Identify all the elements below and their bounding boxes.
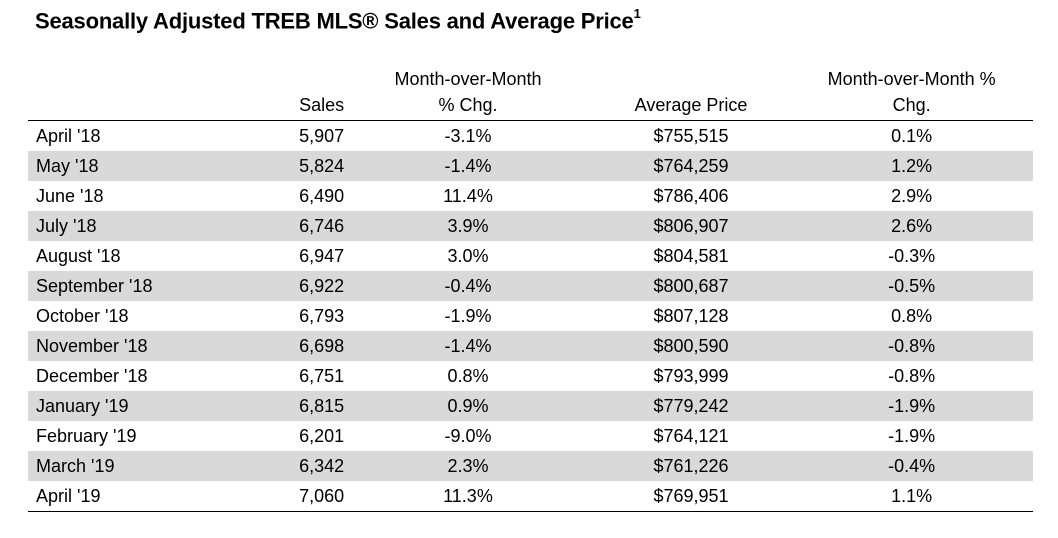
- cell-price-mom: 0.8%: [891, 306, 933, 326]
- cell-month: July '18: [28, 211, 255, 241]
- cell-avg-price: $786,406: [653, 186, 729, 206]
- header-sales-mom-line2: % Chg.: [438, 95, 498, 115]
- cell-avg-price: $764,121: [653, 426, 729, 446]
- sales-price-table: Sales Month-over-Month % Chg. Average Pr…: [28, 66, 1033, 512]
- cell-sales: 6,815: [254, 391, 345, 421]
- cell-month: February '19: [36, 426, 137, 446]
- header-sales-mom-line1: Month-over-Month: [394, 69, 542, 89]
- table-row: January '19 6,815 0.9% $779,242 -1.9%: [28, 391, 1033, 421]
- table-row: October '18 6,793 -1.9% $807,128 0.8%: [28, 301, 1033, 331]
- cell-sales-mom: -1.9%: [444, 306, 492, 326]
- cell-sales: 7,060: [254, 481, 345, 512]
- cell-avg-price: $806,907: [591, 211, 791, 241]
- table-row: September '18 6,922 -0.4% $800,687 -0.5%: [28, 271, 1033, 301]
- cell-avg-price: $764,259: [591, 151, 791, 181]
- cell-sales-mom: 3.0%: [447, 246, 489, 266]
- header-price-mom-line1: Month-over-Month %: [827, 69, 996, 89]
- cell-price-mom: -0.3%: [888, 246, 936, 266]
- cell-price-mom: 0.1%: [891, 126, 933, 146]
- cell-price-mom: 2.9%: [891, 186, 933, 206]
- cell-avg-price: $779,242: [591, 391, 791, 421]
- header-month: [28, 66, 255, 121]
- cell-sales-mom: 0.8%: [447, 366, 489, 386]
- cell-month: March '19: [28, 451, 255, 481]
- table-header: Sales Month-over-Month % Chg. Average Pr…: [28, 66, 1033, 121]
- cell-sales-mom: -1.4%: [344, 331, 592, 361]
- cell-sales-mom: -3.1%: [444, 126, 492, 146]
- cell-avg-price: $800,590: [591, 331, 791, 361]
- cell-month: May '18: [28, 151, 255, 181]
- cell-price-mom: -1.9%: [888, 426, 936, 446]
- table-row: April '19 7,060 11.3% $769,951 1.1%: [28, 481, 1033, 512]
- header-avg-price: Average Price: [591, 66, 791, 121]
- table-row: July '18 6,746 3.9% $806,907 2.6%: [28, 211, 1033, 241]
- cell-sales: 6,698: [254, 331, 345, 361]
- cell-month: April '19: [28, 481, 255, 512]
- cell-sales: 5,907: [299, 126, 345, 146]
- cell-price-mom: -0.8%: [790, 331, 1033, 361]
- cell-price-mom: 1.1%: [790, 481, 1033, 512]
- cell-avg-price: $804,581: [653, 246, 729, 266]
- table-body: April '18 5,907 -3.1% $755,515 0.1% May '18 5,…: [28, 121, 1033, 512]
- cell-avg-price: $755,515: [653, 126, 729, 146]
- cell-month: September '18: [28, 271, 255, 301]
- table-row: March '19 6,342 2.3% $761,226 -0.4%: [28, 451, 1033, 481]
- cell-sales: 6,201: [299, 426, 345, 446]
- title-footnote-marker: 1: [633, 6, 641, 21]
- cell-month: October '18: [36, 306, 129, 326]
- cell-avg-price: $793,999: [653, 366, 729, 386]
- header-sales: Sales: [254, 66, 345, 121]
- cell-price-mom: -1.9%: [790, 391, 1033, 421]
- cell-sales-mom: 3.9%: [344, 211, 592, 241]
- cell-month: April '18: [36, 126, 101, 146]
- table-row: December '18 6,751 0.8% $793,999 -0.8%: [28, 361, 1033, 391]
- cell-avg-price: $800,687: [591, 271, 791, 301]
- table-row: February '19 6,201 -9.0% $764,121 -1.9%: [28, 421, 1033, 451]
- cell-sales-mom: 0.9%: [344, 391, 592, 421]
- header-price-mom: Month-over-Month % Chg.: [790, 66, 1033, 121]
- cell-sales-mom: 11.4%: [443, 186, 493, 206]
- cell-price-mom: -0.8%: [888, 366, 936, 386]
- cell-sales: 6,793: [299, 306, 345, 326]
- cell-sales: 6,490: [299, 186, 345, 206]
- cell-price-mom: 2.6%: [790, 211, 1033, 241]
- cell-avg-price: $769,951: [591, 481, 791, 512]
- cell-sales: 6,947: [299, 246, 345, 266]
- table-row: August '18 6,947 3.0% $804,581 -0.3%: [28, 241, 1033, 271]
- cell-price-mom: -0.5%: [790, 271, 1033, 301]
- cell-sales-mom: -1.4%: [344, 151, 592, 181]
- cell-sales: 6,342: [254, 451, 345, 481]
- table-row: June '18 6,490 11.4% $786,406 2.9%: [28, 181, 1033, 211]
- table-row: April '18 5,907 -3.1% $755,515 0.1%: [28, 121, 1033, 152]
- cell-sales-mom: 11.3%: [344, 481, 592, 512]
- cell-sales-mom: 2.3%: [344, 451, 592, 481]
- cell-price-mom: -0.4%: [790, 451, 1033, 481]
- cell-sales: 5,824: [254, 151, 345, 181]
- cell-month: August '18: [36, 246, 121, 266]
- cell-sales: 6,751: [299, 366, 345, 386]
- cell-month: November '18: [28, 331, 255, 361]
- cell-avg-price: $807,128: [653, 306, 729, 326]
- cell-sales: 6,922: [254, 271, 345, 301]
- cell-month: January '19: [28, 391, 255, 421]
- page-title: Seasonally Adjusted TREB MLS® Sales and …: [35, 6, 641, 34]
- header-price-mom-line2: Chg.: [892, 95, 931, 115]
- table-row: May '18 5,824 -1.4% $764,259 1.2%: [28, 151, 1033, 181]
- title-text: Seasonally Adjusted TREB MLS® Sales and …: [35, 8, 634, 34]
- header-sales-mom: Month-over-Month % Chg.: [344, 66, 592, 121]
- cell-sales: 6,746: [254, 211, 345, 241]
- cell-avg-price: $761,226: [591, 451, 791, 481]
- cell-month: June '18: [36, 186, 104, 206]
- header-row: Sales Month-over-Month % Chg. Average Pr…: [28, 66, 1033, 121]
- cell-price-mom: 1.2%: [790, 151, 1033, 181]
- cell-sales-mom: -0.4%: [344, 271, 592, 301]
- table-row: November '18 6,698 -1.4% $800,590 -0.8%: [28, 331, 1033, 361]
- cell-month: December '18: [36, 366, 148, 386]
- cell-sales-mom: -9.0%: [444, 426, 492, 446]
